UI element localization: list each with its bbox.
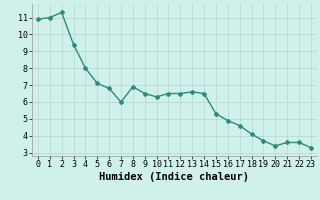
X-axis label: Humidex (Indice chaleur): Humidex (Indice chaleur)	[100, 172, 249, 182]
